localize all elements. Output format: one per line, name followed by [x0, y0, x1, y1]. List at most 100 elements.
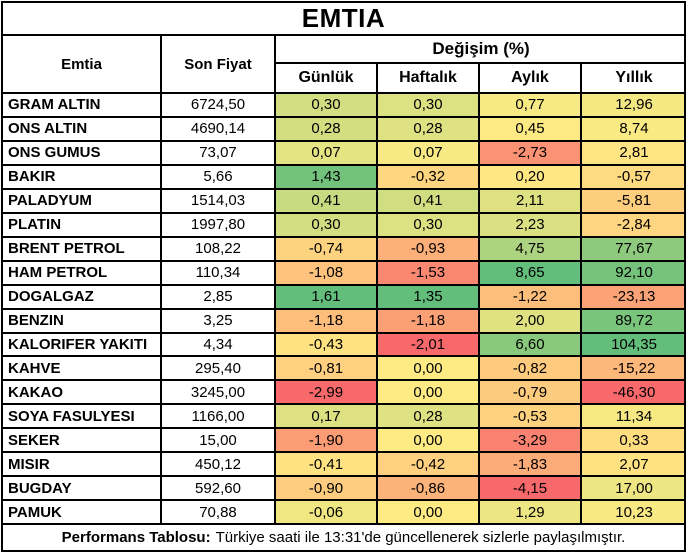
table-row: BRENT PETROL 108,22 -0,74 -0,93 4,75 77,67	[3, 235, 684, 262]
last-price-cell: 110,34	[160, 259, 276, 286]
table-row: KAKAO 3245,00 -2,99 0,00 -0,79 -46,30	[3, 379, 684, 406]
footer-note: Performans Tablosu: Türkiye saati ile 13:…	[3, 523, 684, 550]
change-cell-yillik: 2,07	[579, 451, 684, 478]
change-cell-gunluk: -0,41	[274, 451, 378, 478]
last-price-cell: 592,60	[160, 475, 276, 502]
last-price-cell: 4,34	[160, 331, 276, 358]
table-row: PALADYUM 1514,03 0,41 0,41 2,11 -5,81	[3, 187, 684, 214]
change-cell-haftalik: -1,18	[376, 307, 480, 334]
table-row: PLATIN 1997,80 0,30 0,30 2,23 -2,84	[3, 211, 684, 238]
commodity-name-cell: PAMUK	[3, 499, 162, 523]
change-cell-aylik: -0,53	[478, 403, 582, 430]
change-cell-yillik: -0,57	[579, 163, 684, 190]
change-cell-gunluk: -0,43	[274, 331, 378, 358]
column-header-yillik: Yıllık	[579, 62, 684, 94]
commodity-name-cell: SOYA FASULYESI	[3, 403, 162, 430]
column-header-gunluk: Günlük	[275, 62, 378, 94]
change-cell-gunluk: -0,81	[274, 355, 378, 382]
commodity-name-cell: BAKIR	[3, 163, 162, 190]
change-cell-gunluk: 0,17	[274, 403, 378, 430]
table-row: PAMUK 70,88 -0,06 0,00 1,29 10,23	[3, 499, 684, 523]
change-cell-aylik: -1,83	[478, 451, 582, 478]
change-cell-gunluk: 0,07	[274, 139, 378, 166]
column-group-header-degisim: Değişim (%)	[273, 36, 684, 64]
change-cell-haftalik: 0,00	[376, 379, 480, 406]
last-price-cell: 1514,03	[160, 187, 276, 214]
change-cell-aylik: -4,15	[478, 475, 582, 502]
change-cell-aylik: 0,45	[478, 115, 582, 142]
change-cell-gunluk: 0,30	[274, 211, 378, 238]
footer-note-label: Performans Tablosu:	[61, 529, 211, 546]
commodity-name-cell: BRENT PETROL	[3, 235, 162, 262]
change-cell-aylik: 0,20	[478, 163, 582, 190]
change-cell-yillik: 8,74	[579, 115, 684, 142]
last-price-cell: 5,66	[160, 163, 276, 190]
change-cell-gunluk: -1,08	[274, 259, 378, 286]
table-row: DOGALGAZ 2,85 1,61 1,35 -1,22 -23,13	[3, 283, 684, 310]
table-row: KALORIFER YAKITI 4,34 -0,43 -2,01 6,60 104,35	[3, 331, 684, 358]
last-price-cell: 1997,80	[160, 211, 276, 238]
change-cell-haftalik: -0,42	[376, 451, 480, 478]
change-cell-gunluk: -0,06	[274, 499, 378, 523]
change-cell-gunluk: 1,43	[274, 163, 378, 190]
change-cell-aylik: 1,29	[478, 499, 582, 523]
change-cell-aylik: 2,11	[478, 187, 582, 214]
change-cell-gunluk: -1,90	[274, 427, 378, 454]
change-cell-haftalik: 0,00	[376, 499, 480, 523]
change-cell-yillik: 0,33	[579, 427, 684, 454]
commodity-name-cell: KAKAO	[3, 379, 162, 406]
table-row: ONS GUMUS 73,07 0,07 0,07 -2,73 2,81	[3, 139, 684, 166]
commodity-name-cell: BENZIN	[3, 307, 162, 334]
change-cell-gunluk: 0,28	[274, 115, 378, 142]
change-cell-gunluk: 0,41	[274, 187, 378, 214]
last-price-cell: 3245,00	[160, 379, 276, 406]
change-cell-yillik: -15,22	[579, 355, 684, 382]
last-price-cell: 1166,00	[160, 403, 276, 430]
change-cell-haftalik: -0,93	[376, 235, 480, 262]
last-price-cell: 295,40	[160, 355, 276, 382]
commodity-name-cell: KALORIFER YAKITI	[3, 331, 162, 358]
change-cell-gunluk: -1,18	[274, 307, 378, 334]
table-row: KAHVE 295,40 -0,81 0,00 -0,82 -15,22	[3, 355, 684, 382]
change-cell-gunluk: -0,74	[274, 235, 378, 262]
commodity-name-cell: MISIR	[3, 451, 162, 478]
change-cell-yillik: 92,10	[579, 259, 684, 286]
commodity-name-cell: BUGDAY	[3, 475, 162, 502]
change-cell-aylik: 2,00	[478, 307, 582, 334]
commodity-name-cell: PALADYUM	[3, 187, 162, 214]
table-row: GRAM ALTIN 6724,50 0,30 0,30 0,77 12,96	[3, 92, 684, 118]
change-cell-yillik: 17,00	[579, 475, 684, 502]
change-cell-gunluk: -2,99	[274, 379, 378, 406]
change-cell-aylik: 4,75	[478, 235, 582, 262]
change-cell-gunluk: 1,61	[274, 283, 378, 310]
commodity-rows: GRAM ALTIN 6724,50 0,30 0,30 0,77 12,96 ONS AL…	[3, 92, 684, 523]
change-cell-gunluk: -0,90	[274, 475, 378, 502]
change-cell-haftalik: -2,01	[376, 331, 480, 358]
change-cell-haftalik: 0,28	[376, 403, 480, 430]
change-cell-aylik: 8,65	[478, 259, 582, 286]
table-row: SOYA FASULYESI 1166,00 0,17 0,28 -0,53 11,34	[3, 403, 684, 430]
table-row: BUGDAY 592,60 -0,90 -0,86 -4,15 17,00	[3, 475, 684, 502]
last-price-cell: 450,12	[160, 451, 276, 478]
commodity-name-cell: KAHVE	[3, 355, 162, 382]
change-cell-haftalik: 0,30	[376, 211, 480, 238]
commodity-name-cell: ONS GUMUS	[3, 139, 162, 166]
change-cell-haftalik: -1,53	[376, 259, 480, 286]
change-cell-yillik: 12,96	[579, 92, 684, 118]
change-cell-haftalik: -0,86	[376, 475, 480, 502]
change-cell-haftalik: -0,32	[376, 163, 480, 190]
table-row: ONS ALTIN 4690,14 0,28 0,28 0,45 8,74	[3, 115, 684, 142]
change-cell-aylik: -2,73	[478, 139, 582, 166]
commodity-name-cell: GRAM ALTIN	[3, 92, 162, 118]
last-price-cell: 73,07	[160, 139, 276, 166]
footer-note-text: Türkiye saati ile 13:31'de güncellenerek…	[215, 529, 626, 546]
change-cell-yillik: -23,13	[579, 283, 684, 310]
change-cell-aylik: -3,29	[478, 427, 582, 454]
change-cell-haftalik: 1,35	[376, 283, 480, 310]
commodity-table-wrap: Emtia Son Fiyat Değişim (%) Günlük Hafta…	[3, 36, 684, 523]
change-cell-haftalik: 0,28	[376, 115, 480, 142]
change-cell-aylik: 2,23	[478, 211, 582, 238]
change-cell-haftalik: 0,00	[376, 427, 480, 454]
change-cell-yillik: 11,34	[579, 403, 684, 430]
